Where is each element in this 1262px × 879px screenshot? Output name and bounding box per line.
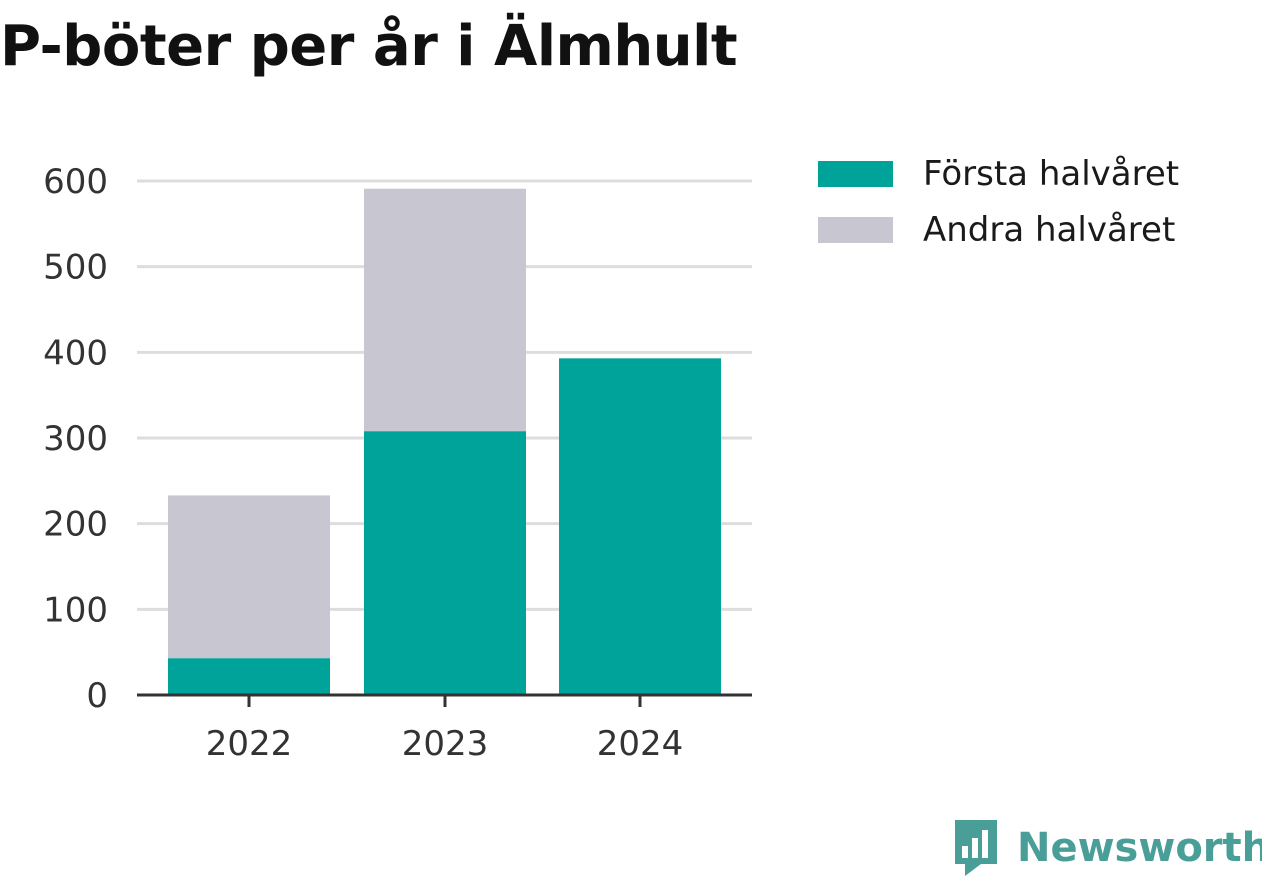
bar-2022-series-0 [168,658,330,695]
legend-swatch-second-half [818,217,893,243]
x-tick-label: 2023 [402,724,489,764]
legend-item-first-half: Första halvåret [818,146,1179,202]
y-tick-label: 500 [43,248,108,288]
x-tick-label: 2024 [597,724,684,764]
legend-item-second-half: Andra halvåret [818,202,1179,258]
y-tick-label: 600 [43,162,108,202]
bar-2023-series-0 [364,431,526,695]
bar-chart-speech-bubble-icon [955,820,997,876]
y-tick-label: 100 [43,590,108,630]
brand-name: Newsworthy [1017,825,1262,871]
x-tick-label: 2022 [206,724,293,764]
legend: Första halvåret Andra halvåret [818,146,1179,258]
y-tick-label: 0 [86,676,108,716]
chart-title: P-böter per år i Älmhult [0,14,738,79]
bar-2023-series-1 [364,188,526,432]
y-tick-label: 200 [43,505,108,545]
legend-swatch-first-half [818,161,893,187]
bar-2022-series-1 [168,495,330,659]
y-tick-label: 300 [43,419,108,459]
legend-label-second-half: Andra halvåret [923,210,1176,250]
bar-2024-series-0 [559,358,721,695]
y-tick-label: 400 [43,333,108,373]
brand-logo: Newsworthy [951,818,1262,878]
legend-label-first-half: Första halvåret [923,154,1180,194]
